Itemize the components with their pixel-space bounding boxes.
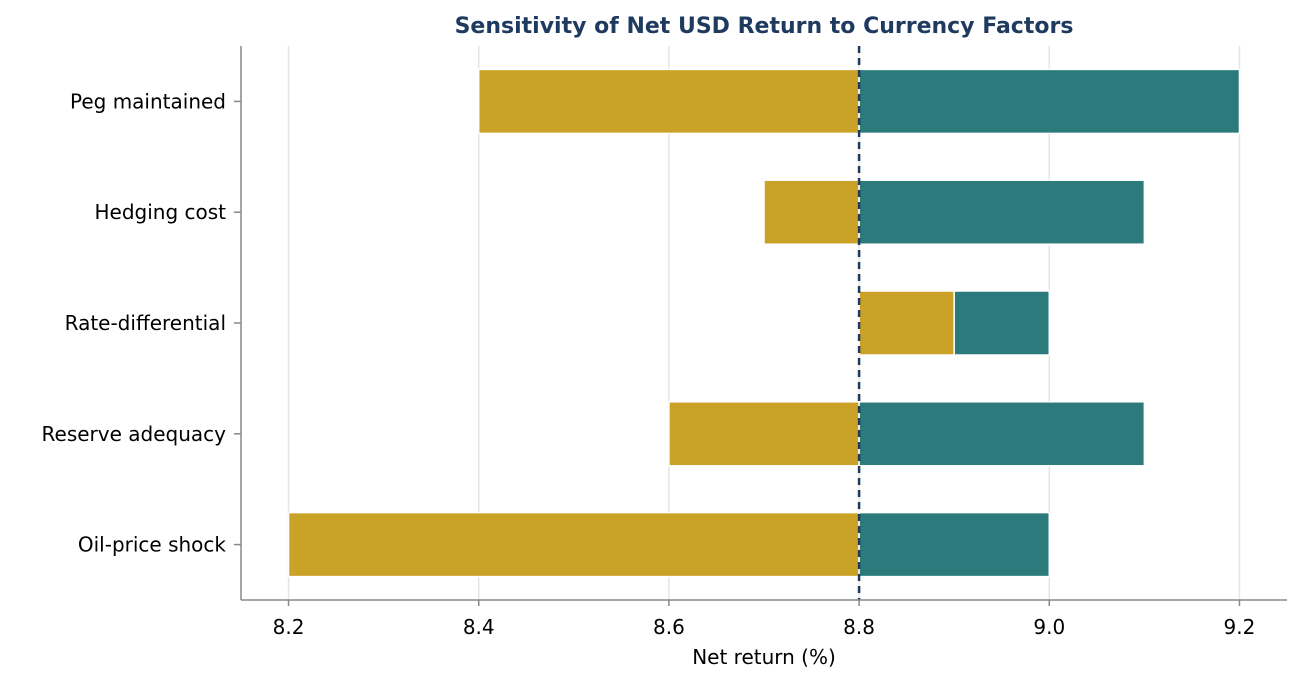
x-tick-label: 9.0 <box>1033 615 1065 639</box>
upside-bar <box>858 511 1051 578</box>
chart-title: Sensitivity of Net USD Return to Currenc… <box>455 14 1074 39</box>
upside-bar <box>858 68 1241 135</box>
x-tick-label: 9.2 <box>1224 615 1256 639</box>
bars-layer <box>287 46 1241 600</box>
x-tick-label: 8.8 <box>843 615 875 639</box>
x-tick-label: 8.4 <box>463 615 495 639</box>
y-tick-label: Rate-differential <box>65 311 226 335</box>
x-tick-label: 8.6 <box>653 615 685 639</box>
y-tick-label: Peg maintained <box>70 89 226 113</box>
x-tick-label: 8.2 <box>273 615 305 639</box>
downside-bar <box>668 401 860 467</box>
downside-bar <box>858 290 955 356</box>
x-axis-label: Net return (%) <box>692 645 836 669</box>
downside-bar <box>763 179 860 245</box>
downside-bar <box>287 511 860 578</box>
downside-bar <box>477 68 860 135</box>
ticks-layer: 8.2 8.4 8.6 8.8 9.0 9.2 Peg maintained Hedging … <box>42 89 1256 639</box>
y-tick-label: Oil-price shock <box>78 533 227 557</box>
y-tick-label: Reserve adequacy <box>42 422 227 446</box>
upside-bar <box>953 290 1051 356</box>
upside-bar <box>858 401 1146 467</box>
y-tick-label: Hedging cost <box>94 200 226 224</box>
upside-bar <box>858 179 1146 245</box>
